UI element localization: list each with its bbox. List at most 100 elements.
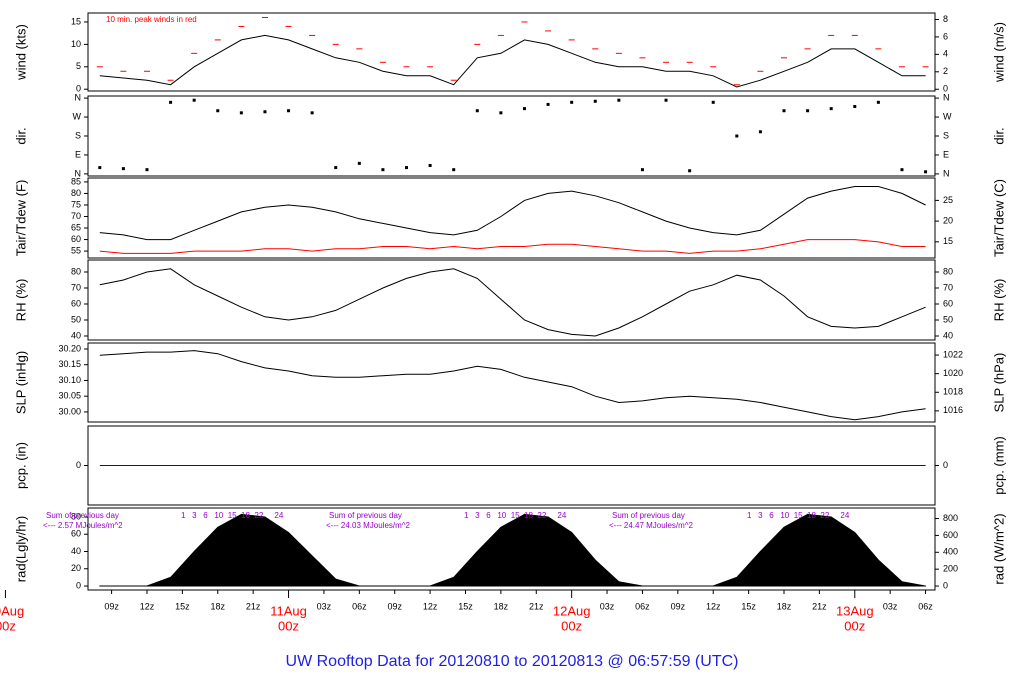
- panel-frame: [87, 507, 936, 591]
- x-tick-label: 18z: [494, 601, 509, 611]
- radiation-note: Sum of previous day: [612, 511, 685, 520]
- x-tick-label: 15z: [175, 601, 190, 611]
- direction-point: [758, 130, 762, 134]
- direction-point: [405, 166, 409, 170]
- direction-point: [900, 168, 904, 172]
- y2-axis-label: wind (m/s): [991, 22, 1006, 83]
- radiation-total: <--- 24.03 MJoules/m^2: [326, 521, 411, 530]
- y2-tick-label: 80: [943, 266, 953, 276]
- x-tick-label: 12z: [140, 601, 155, 611]
- y-axis-label: RH (%): [13, 279, 28, 322]
- x-tick-label: 15z: [458, 601, 473, 611]
- y2-tick-label: S: [943, 130, 949, 140]
- direction-point: [381, 168, 385, 172]
- radiation-note: Sum of previous day: [329, 511, 402, 520]
- y-tick-label: 60: [71, 298, 81, 308]
- direction-point: [593, 99, 597, 103]
- y-tick-label: 75: [71, 199, 81, 209]
- y2-axis-label: RH (%): [991, 279, 1006, 322]
- radiation-area: [99, 513, 927, 587]
- y2-axis-label: rad (W/m^2): [991, 513, 1006, 584]
- y-tick-label: 65: [71, 222, 81, 232]
- direction-point: [98, 166, 102, 170]
- x-tick-label: 06z: [918, 601, 933, 611]
- radiation-hours: 1 3 6 10 15 18 22 24: [464, 511, 567, 520]
- y-tick-label: 60: [71, 234, 81, 244]
- y-tick-label: 80: [71, 188, 81, 198]
- y2-tick-label: 40: [943, 330, 953, 340]
- x-tick-label: 21z: [529, 601, 544, 611]
- y-axis-label: Tair/Tdew (F): [13, 180, 28, 257]
- direction-point: [287, 109, 291, 113]
- y-tick-label: 0: [76, 84, 81, 94]
- direction-point: [664, 98, 668, 102]
- panel-frame: [87, 342, 936, 423]
- y2-tick-label: 0: [943, 580, 948, 590]
- radiation-hours: 1 3 6 10 15 18 22 24: [181, 511, 284, 520]
- panel-frame: [87, 95, 936, 177]
- y-tick-label: E: [75, 149, 81, 159]
- y2-tick-label: 1018: [943, 387, 963, 397]
- direction-point: [357, 161, 361, 165]
- x-tick-label: 18z: [777, 601, 792, 611]
- date-tick-label: 12Aug: [553, 603, 591, 618]
- date-tick-hour: 00z: [0, 618, 16, 633]
- y-tick-label: 15: [71, 16, 81, 26]
- y-axis-label: rad(Lgly/hr): [13, 516, 28, 582]
- y2-tick-label: N: [943, 92, 950, 102]
- date-tick-hour: 00z: [844, 618, 865, 633]
- direction-point: [452, 168, 456, 172]
- direction-point: [428, 163, 432, 167]
- x-tick-label: 21z: [246, 601, 261, 611]
- direction-point: [853, 105, 857, 109]
- data-line: [99, 186, 926, 241]
- direction-point: [145, 168, 149, 172]
- y-tick-label: 40: [71, 546, 81, 556]
- y2-tick-label: N: [943, 168, 950, 178]
- direction-point: [570, 100, 574, 104]
- date-tick-label: 11Aug: [270, 603, 307, 618]
- x-tick-label: 09z: [104, 601, 119, 611]
- y-tick-label: S: [75, 130, 81, 140]
- y2-tick-label: 60: [943, 298, 953, 308]
- y-tick-label: 70: [71, 211, 81, 221]
- x-tick-label: 09z: [671, 601, 686, 611]
- direction-point: [876, 100, 880, 104]
- x-tick-label: 06z: [635, 601, 650, 611]
- x-tick-label: 18z: [211, 601, 226, 611]
- direction-point: [310, 111, 314, 115]
- y-tick-label: 10: [71, 39, 81, 49]
- x-tick-label: 21z: [812, 601, 827, 611]
- direction-point: [334, 166, 338, 170]
- data-line: [99, 239, 926, 254]
- y-tick-label: 80: [71, 266, 81, 276]
- y-tick-label: 70: [71, 282, 81, 292]
- panel-frame: [87, 12, 936, 92]
- direction-point: [640, 168, 644, 172]
- y-tick-label: 30.00: [58, 406, 81, 416]
- y2-tick-label: W: [943, 111, 952, 121]
- y2-tick-label: 8: [943, 14, 948, 24]
- direction-point: [216, 109, 220, 113]
- y2-tick-label: 1020: [943, 368, 963, 378]
- direction-point: [499, 111, 503, 115]
- y-axis-label: dir.: [13, 127, 28, 144]
- direction-point: [829, 107, 833, 111]
- y2-tick-label: 400: [943, 547, 958, 557]
- direction-point: [263, 110, 267, 114]
- y2-tick-label: 20: [943, 215, 953, 225]
- y2-tick-label: 25: [943, 195, 953, 205]
- y-tick-label: 40: [71, 330, 81, 340]
- direction-point: [239, 111, 243, 115]
- y-tick-label: W: [73, 111, 82, 121]
- annotation: 10 min. peak winds in red: [106, 15, 197, 24]
- y2-tick-label: 0: [943, 460, 948, 470]
- y2-tick-label: 600: [943, 530, 958, 540]
- y2-axis-label: dir.: [991, 127, 1006, 144]
- y2-tick-label: 6: [943, 31, 948, 41]
- radiation-total: <--- 2.57 MJoules/m^2: [43, 521, 123, 530]
- direction-point: [546, 102, 550, 106]
- y-tick-label: 80: [71, 511, 81, 521]
